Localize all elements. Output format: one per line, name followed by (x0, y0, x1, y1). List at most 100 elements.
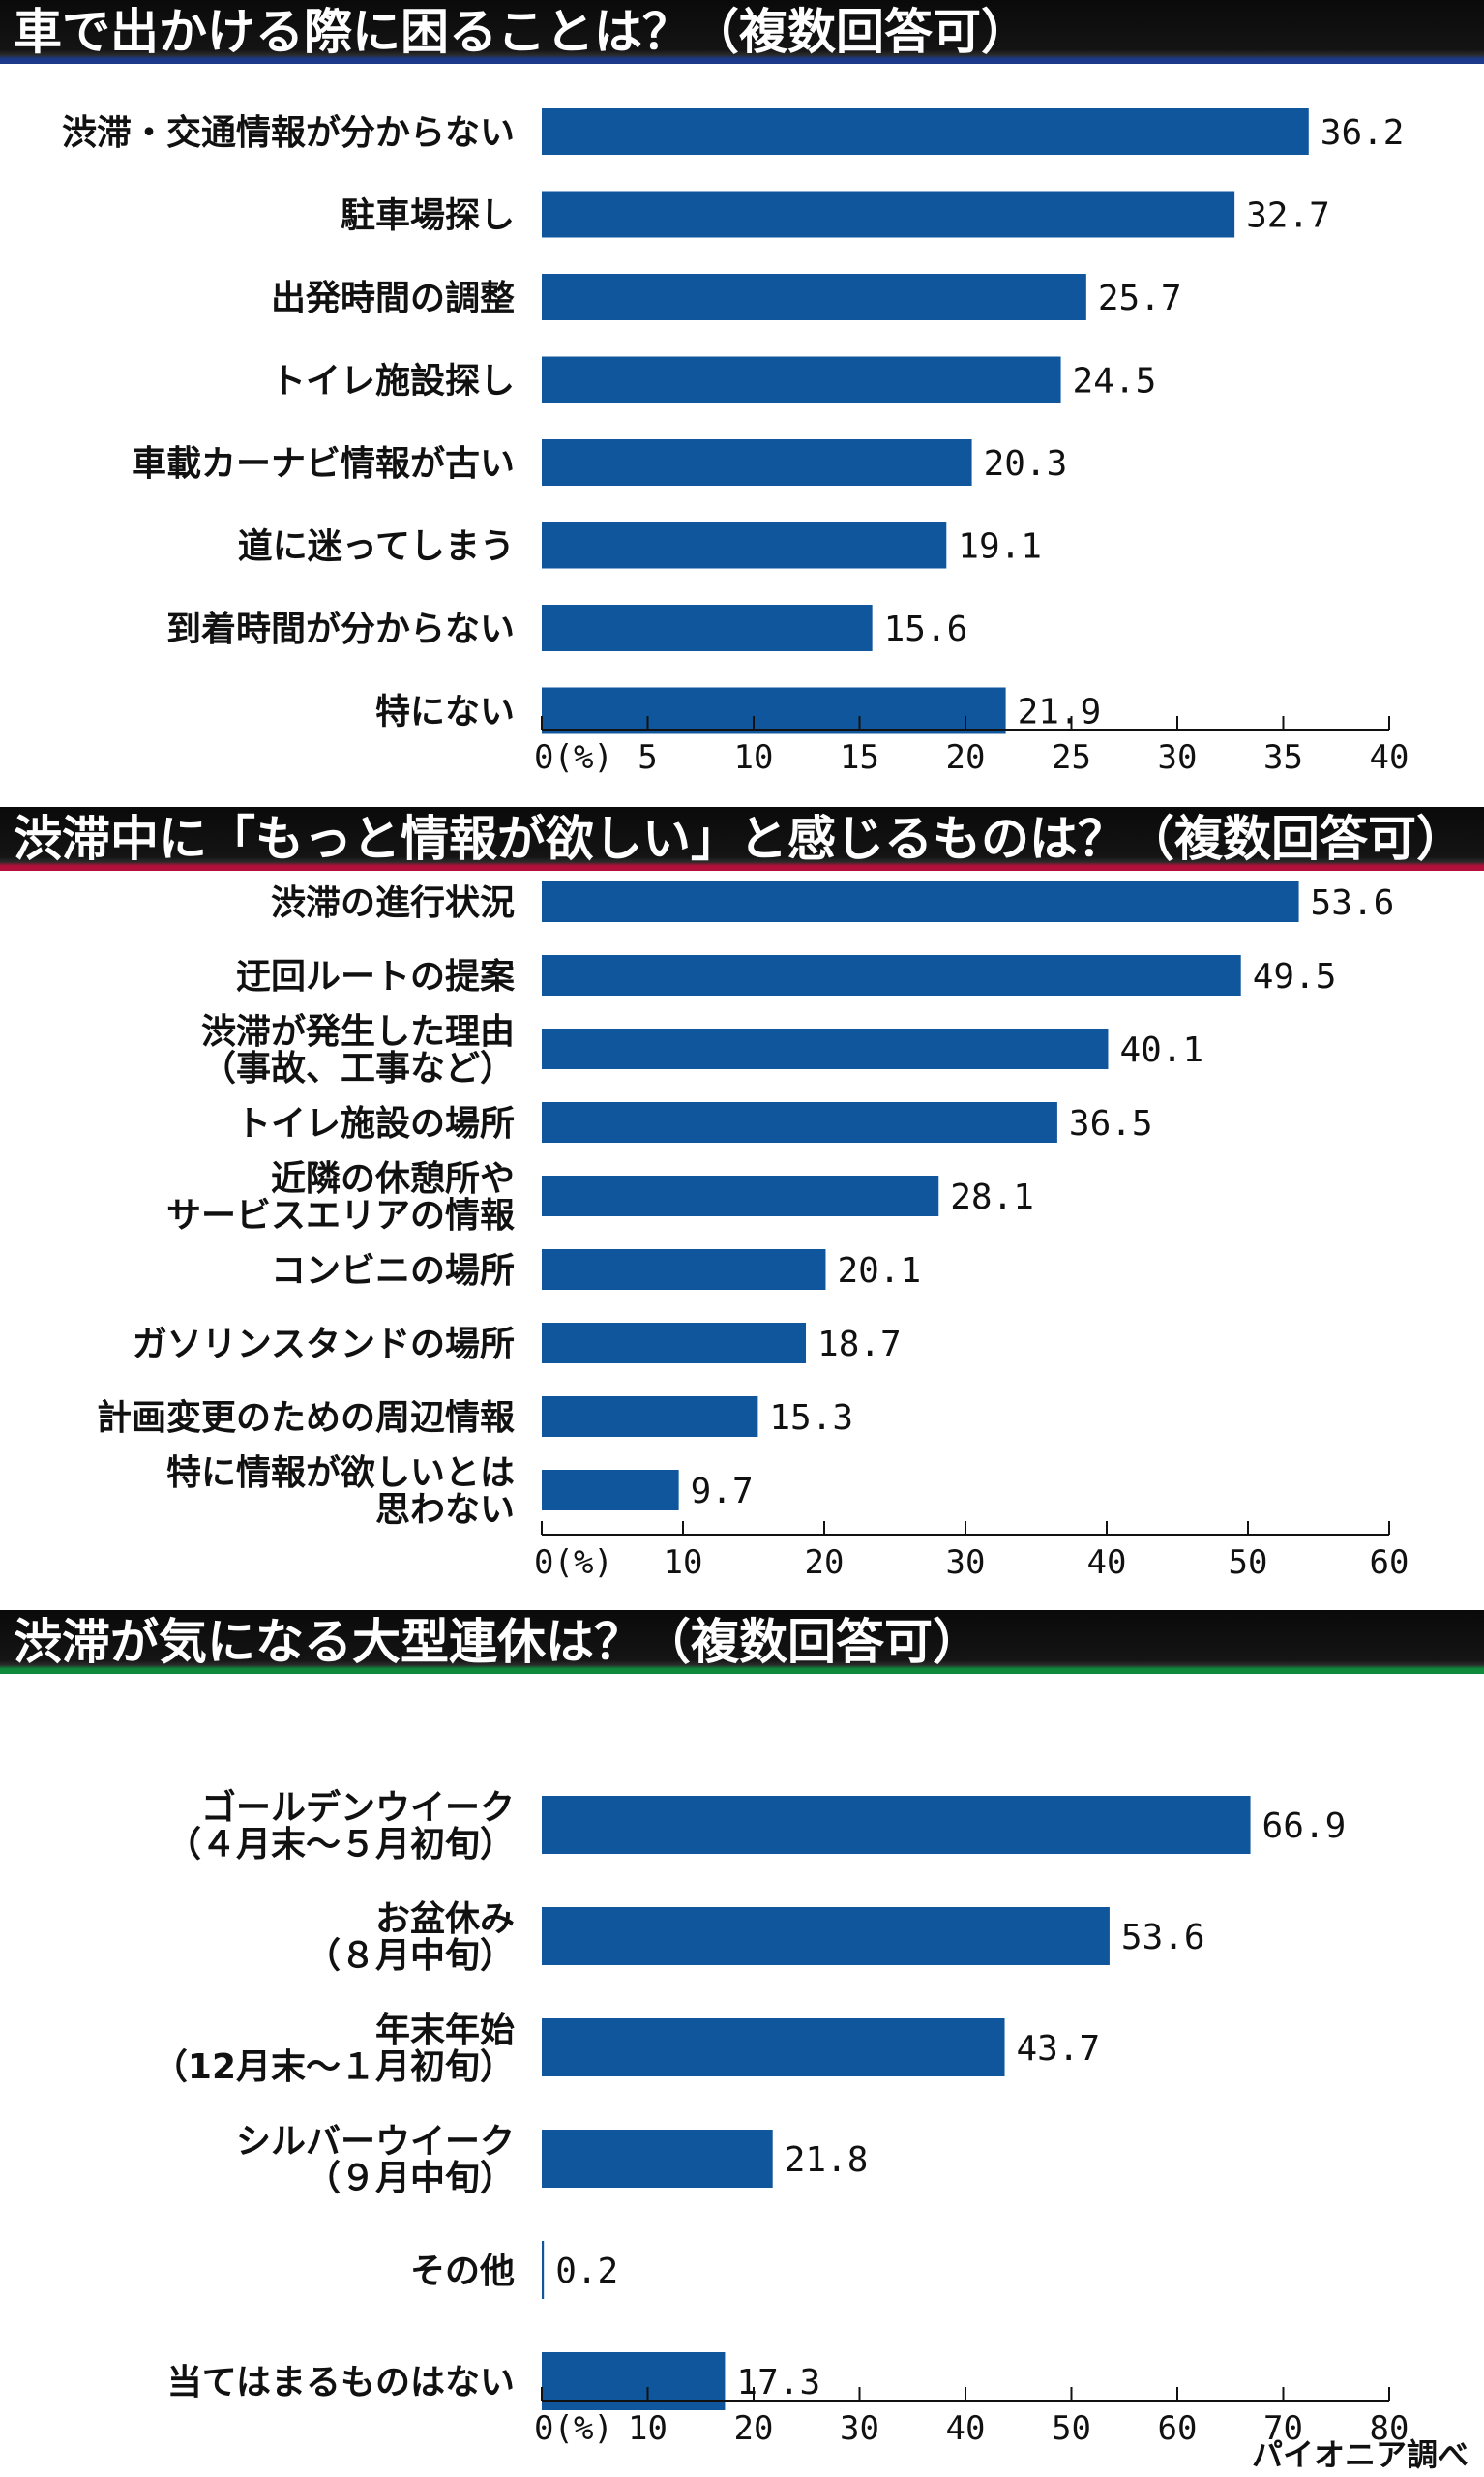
bar (542, 2241, 545, 2299)
bar (542, 1396, 758, 1437)
bar (542, 2130, 773, 2188)
value-label: 53.6 (1311, 883, 1395, 923)
chart-title-info-wanted: 渋滞中に「もっと情報が欲しい」と感じるものは？（複数回答可） (0, 807, 1484, 871)
bar (542, 1249, 826, 1290)
category-label: その他 (410, 2252, 515, 2291)
chart-section-info-wanted: 渋滞中に「もっと情報が欲しい」と感じるものは？（複数回答可） 53.6 渋滞の進行… (0, 807, 1484, 1610)
x-tick-label: 40 (1087, 1543, 1127, 1582)
bar (542, 2018, 1005, 2076)
x-tick-label: 40 (946, 2409, 986, 2448)
value-label: 40.1 (1119, 1030, 1203, 1070)
x-tick-label: 20 (805, 1543, 845, 1582)
chart-section-holidays: 渋滞が気になる大型連休は？（複数回答可） 66.9 ゴールデンウイーク （４月末～５… (0, 1610, 1484, 2477)
bar (542, 108, 1309, 155)
bar-chart-holidays: 66.9 ゴールデンウイーク（４月末～５月初旬） 53.6 お盆休み（８月中旬） 43.… (153, 1787, 1410, 2448)
value-label: 20.3 (984, 444, 1068, 484)
bar (542, 1470, 679, 1510)
bar (542, 1029, 1109, 1069)
category-label: トイレ施設の場所 (236, 1104, 515, 1144)
category-label: （12月末～１月初旬） (153, 2047, 515, 2087)
category-label: 計画変更のための周辺情報 (97, 1397, 515, 1438)
value-label: 28.1 (950, 1178, 1034, 1217)
category-label: （４月末～５月初旬） (166, 1825, 515, 1865)
value-label: 17.3 (736, 2363, 820, 2402)
chart-title-holidays: 渋滞が気になる大型連休は？（複数回答可） (0, 1610, 1484, 1674)
value-label: 36.5 (1069, 1104, 1153, 1144)
category-label: 特にない (375, 693, 515, 732)
value-label: 15.6 (884, 610, 968, 649)
value-label: 21.8 (785, 2140, 869, 2180)
category-label: 当てはまるものはない (167, 2363, 515, 2402)
category-label: 道に迷ってしまう (238, 527, 515, 567)
value-label: 0.2 (555, 2252, 618, 2291)
category-label: トイレ施設探し (271, 362, 515, 402)
x-tick-label: 70 (1263, 2409, 1303, 2448)
bar (542, 881, 1299, 922)
x-tick-label: 50 (1052, 2409, 1091, 2448)
bar (542, 1102, 1057, 1143)
value-label: 19.1 (958, 527, 1042, 567)
category-label: 到着時間が分からない (166, 610, 515, 649)
x-tick-label: 60 (1370, 1543, 1410, 1582)
bar (542, 605, 873, 651)
category-label: ゴールデンウイーク (201, 1787, 515, 1828)
chart-title-trouble: 車で出かける際に困ることは？（複数回答可） (0, 0, 1484, 64)
value-label: 36.2 (1321, 113, 1405, 153)
value-label: 53.6 (1121, 1918, 1205, 1957)
x-tick-label: 30 (1158, 738, 1198, 777)
x-tick-label: 0(%) (534, 2409, 613, 2448)
x-tick-label: 30 (840, 2409, 879, 2448)
bar (542, 439, 972, 486)
value-label: 18.7 (817, 1325, 902, 1364)
x-tick-label: 15 (840, 738, 879, 777)
x-tick-label: 10 (664, 1543, 703, 1582)
x-tick-label: 30 (946, 1543, 986, 1582)
bar (542, 522, 947, 569)
category-label: 車載カーナビ情報が古い (132, 444, 515, 484)
category-label: 特に情報が欲しいとは (166, 1453, 515, 1493)
source-credit: パイオニア調べ (1251, 2436, 1469, 2473)
x-tick-label: 10 (734, 738, 774, 777)
x-tick-label: 80 (1370, 2409, 1410, 2448)
x-tick-label: 0(%) (534, 1543, 613, 1582)
category-label: サービスエリアの情報 (166, 1196, 515, 1236)
category-label: 渋滞・交通情報が分からない (62, 112, 515, 153)
bar-chart-info-wanted: 53.6 渋滞の進行状況 49.5 迂回ルートの提案 40.1 渋滞が発生した理由（事故、… (97, 881, 1410, 1582)
x-tick-label: 10 (628, 2409, 668, 2448)
value-label: 20.1 (837, 1251, 921, 1291)
bar (542, 1176, 939, 1216)
x-tick-label: 20 (734, 2409, 774, 2448)
category-label: コンビニの場所 (271, 1251, 515, 1291)
x-tick-label: 35 (1263, 738, 1303, 777)
value-label: 25.7 (1098, 279, 1182, 318)
category-label: （９月中旬） (306, 2159, 515, 2198)
bar (542, 1323, 807, 1363)
bar (542, 1907, 1110, 1965)
value-label: 49.5 (1253, 957, 1337, 997)
chart-section-trouble: 車で出かける際に困ることは？（複数回答可） 36.2 渋滞・交通情報が分からない 3… (0, 0, 1484, 807)
value-label: 66.9 (1262, 1806, 1347, 1846)
category-label: 出発時間の調整 (271, 279, 515, 318)
x-tick-label: 40 (1370, 738, 1410, 777)
x-tick-label: 60 (1158, 2409, 1198, 2448)
x-tick-label: 20 (946, 738, 986, 777)
category-label: お盆休み (375, 1899, 515, 1939)
category-label: （８月中旬） (306, 1936, 515, 1976)
bar (542, 356, 1061, 403)
category-label: 渋滞が発生した理由 (201, 1012, 515, 1052)
category-label: 近隣の休憩所や (271, 1159, 515, 1199)
x-tick-label: 5 (638, 738, 657, 777)
category-label: 渋滞の進行状況 (271, 883, 515, 923)
bar (542, 191, 1235, 238)
value-label: 24.5 (1073, 362, 1157, 402)
category-label: シルバーウイーク (236, 2122, 515, 2162)
value-label: 9.7 (691, 1472, 754, 1511)
category-label: 思わない (375, 1490, 515, 1530)
value-label: 21.9 (1018, 693, 1102, 732)
category-label: 迂回ルートの提案 (236, 957, 516, 997)
value-label: 43.7 (1017, 2029, 1101, 2069)
category-label: （事故、工事など） (201, 1049, 515, 1089)
bar (542, 274, 1086, 320)
value-label: 15.3 (769, 1398, 853, 1438)
